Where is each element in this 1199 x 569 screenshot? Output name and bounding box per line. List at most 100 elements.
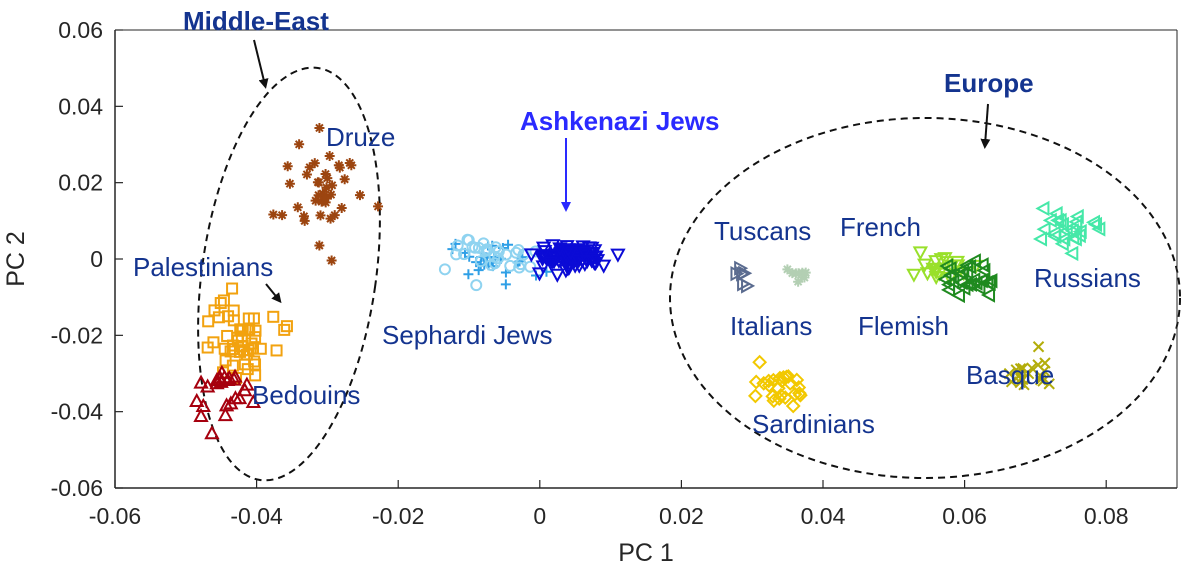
data-point-sephardi-jews-open-circles (480, 243, 493, 256)
data-point-flemish (980, 287, 996, 303)
data-point-druze (317, 188, 328, 199)
x-tick-label: -0.04 (230, 503, 283, 529)
x-tick-label: 0.06 (942, 503, 987, 529)
data-point-ashkenazi-jews (535, 260, 551, 275)
label-ashkenazi-jews: Ashkenazi Jews (520, 106, 719, 136)
data-point-sephardi-jews-open-circles (470, 279, 483, 292)
data-point-bedouins (189, 392, 205, 407)
data-point-sephardi-jews-open-circles (438, 263, 451, 276)
data-point-sardinians (785, 398, 801, 414)
data-point-palestinians (249, 369, 262, 382)
data-point-italians (782, 264, 793, 275)
data-point-druze (327, 180, 338, 191)
data-point-basque (1003, 367, 1016, 380)
data-point-sephardi-jews-open-circles (462, 234, 475, 247)
data-point-ashkenazi-jews (589, 254, 606, 269)
label-french: French (840, 212, 921, 242)
data-point-druze (336, 202, 347, 213)
y-tick-label: 0.02 (58, 170, 103, 196)
data-point-ashkenazi-jews (537, 245, 553, 260)
data-point-basque (1026, 362, 1038, 374)
x-tick-label: -0.06 (89, 503, 141, 529)
data-point-flemish (973, 272, 988, 289)
data-point-italians (800, 267, 811, 278)
data-point-italians (793, 268, 804, 279)
data-point-bedouins (214, 364, 230, 379)
data-point-french (931, 267, 948, 282)
data-point-sardinians (791, 380, 807, 395)
data-point-bedouins (237, 382, 253, 397)
data-point-druze (315, 210, 326, 221)
data-point-russians (1032, 231, 1048, 247)
data-point-bedouins (204, 425, 220, 440)
middle-east-ellipse (197, 66, 381, 482)
data-point-druze (325, 213, 336, 224)
data-point-russians (1035, 200, 1050, 217)
data-point-ashkenazi-jews (610, 248, 626, 263)
label-sardinians: Sardinians (752, 409, 875, 439)
data-point-druze (344, 157, 355, 168)
data-point-palestinians (278, 323, 291, 336)
data-point-palestinians (232, 334, 245, 347)
data-point-druze (277, 210, 288, 221)
data-point-bedouins (227, 390, 244, 405)
data-point-russians (1054, 216, 1069, 233)
data-point-palestinians (242, 344, 255, 357)
data-point-palestinians (280, 320, 293, 333)
annotations: Druze Palestinians Bedouins Sephardi Jew… (133, 6, 1141, 439)
data-point-bedouins (223, 395, 239, 410)
y-tick-label: -0.02 (51, 322, 103, 348)
europe-ellipse (669, 117, 1181, 479)
data-point-bedouins (227, 368, 243, 383)
data-point-sephardi-jews-open-circles (514, 258, 527, 271)
data-point-russians (1064, 245, 1079, 262)
x-tick-label: 0.02 (659, 503, 704, 529)
data-point-druze (298, 211, 309, 222)
data-point-druze (324, 151, 335, 162)
middle-east-arrow (253, 39, 269, 89)
data-point-druze (321, 182, 332, 193)
data-point-italians (787, 268, 798, 279)
data-point-flemish (962, 276, 977, 293)
x-axis-label: PC 1 (618, 539, 674, 567)
data-point-russians (1042, 212, 1057, 229)
data-point-french (917, 258, 933, 273)
data-point-druze (294, 139, 305, 150)
y-tick-label: 0.04 (58, 93, 103, 119)
data-point-russians (1072, 223, 1087, 240)
data-point-palestinians (254, 342, 267, 355)
data-point-flemish (950, 287, 965, 304)
data-point-palestinians (202, 315, 215, 328)
data-point-sephardi-jews-open-circles (512, 244, 525, 257)
data-point-palestinians (219, 354, 232, 367)
cluster-ellipses (197, 66, 1181, 482)
data-point-druze (339, 174, 350, 185)
data-point-palestinians (226, 282, 239, 295)
data-point-french (919, 267, 936, 282)
data-point-sephardi-jews-open-circles (488, 250, 501, 263)
data-point-sephardi-jews (503, 239, 514, 250)
data-point-druze (329, 210, 340, 221)
label-sephardi-jews: Sephardi Jews (382, 320, 553, 350)
label-europe: Europe (944, 68, 1034, 98)
data-point-palestinians (214, 297, 227, 310)
data-point-french (933, 253, 949, 268)
data-point-sephardi-jews-open-circles (510, 246, 523, 259)
data-point-druze (314, 122, 325, 133)
data-point-druze (301, 169, 312, 180)
data-point-tuscans (738, 265, 753, 281)
y-tick-label: -0.06 (51, 475, 103, 501)
y-axis-label: PC 2 (2, 231, 30, 287)
data-point-druze (334, 162, 345, 173)
data-point-druze (373, 201, 384, 212)
data-point-palestinians (249, 324, 262, 337)
data-point-palestinians (217, 294, 230, 307)
data-point-flemish (962, 258, 977, 275)
data-point-russians (1046, 225, 1061, 241)
data-point-french (928, 265, 944, 280)
label-middle-east: Middle-East (183, 6, 329, 36)
data-point-palestinians (207, 336, 220, 349)
data-point-palestinians (270, 344, 283, 357)
data-point-ashkenazi-jews (561, 261, 577, 276)
x-tick-label: 0 (533, 503, 546, 529)
